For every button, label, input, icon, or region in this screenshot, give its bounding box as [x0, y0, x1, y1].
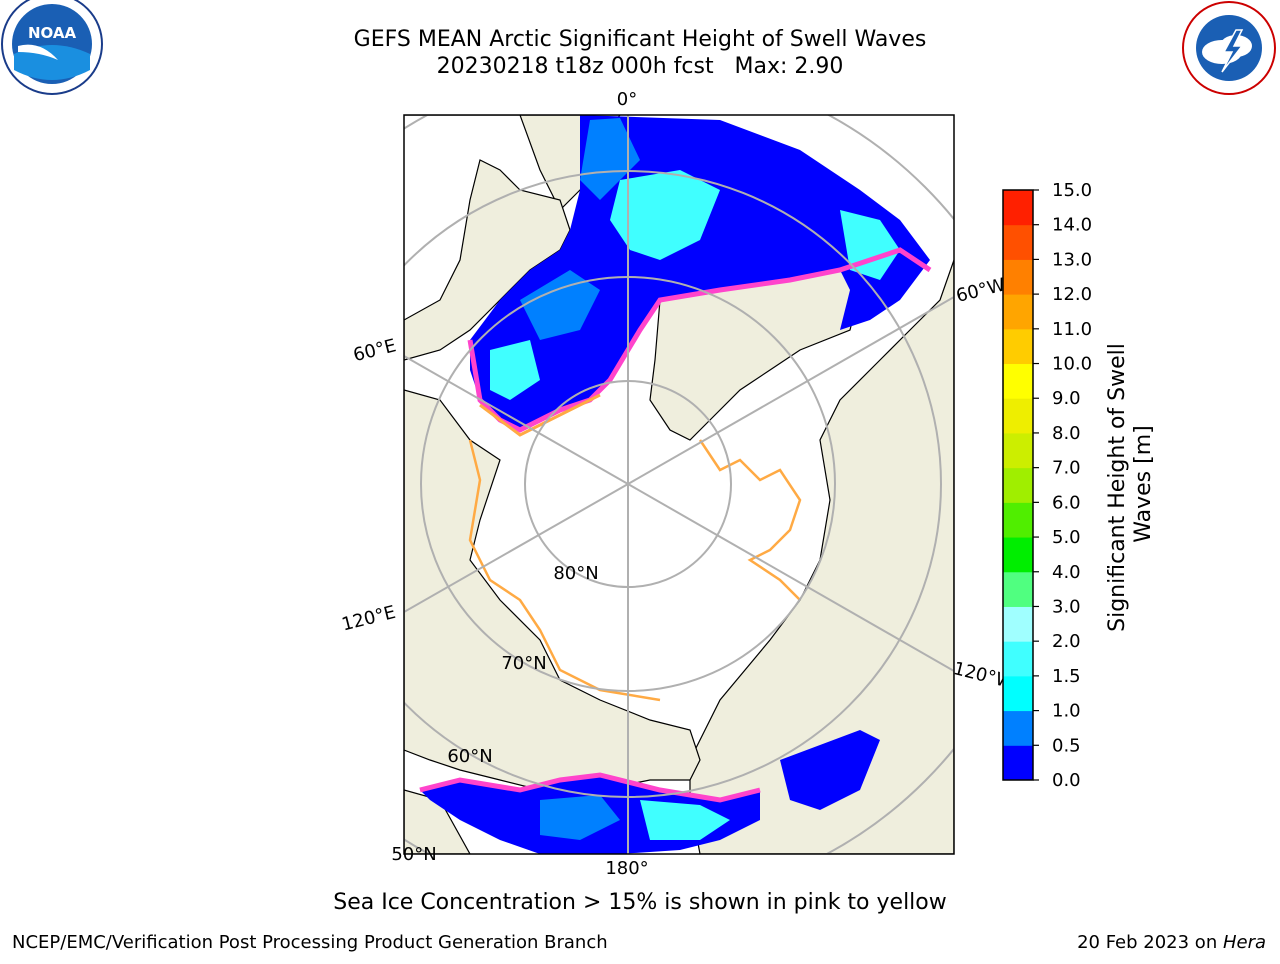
- colorbar: 0.0 0.5 1.0 1.5 2.0 3.0 4.0 5.0 6.0 7.0 8.0 9.0 10.0…: [1002, 180, 1092, 791]
- graticule: [404, 115, 954, 854]
- colorbar-tick-label: 15.0: [1052, 180, 1092, 201]
- noaa-logo-text: NOAA: [28, 24, 77, 42]
- colorbar-tick-label: 10.0: [1052, 354, 1092, 375]
- ocean-atlantic-mid: [580, 118, 640, 200]
- colorbar-tick-label: 2.0: [1052, 631, 1081, 652]
- land-eurasia-west: [404, 159, 571, 361]
- colorbar-segment: [1003, 571, 1033, 607]
- sea-ice-caption: Sea Ice Concentration > 15% is shown in …: [333, 890, 947, 915]
- lat-label-70n: 70°N: [501, 653, 546, 674]
- lon-label-0: 0°: [617, 89, 637, 110]
- colorbar-tick-label: 5.0: [1052, 527, 1081, 548]
- arctic-map: [404, 115, 954, 854]
- colorbar-segment: [1003, 363, 1033, 399]
- ocean-barents-mid: [520, 270, 600, 340]
- colorbar-tick-label: 11.0: [1052, 319, 1092, 340]
- colorbar-tick-label: 0.0: [1052, 770, 1081, 791]
- nws-logo: [1178, 0, 1280, 102]
- colorbar-tick-label: 7.0: [1052, 458, 1081, 479]
- map-title: GEFS MEAN Arctic Significant Height of S…: [353, 27, 927, 52]
- colorbar-tick-label: 14.0: [1052, 215, 1092, 236]
- colorbar-tick-label: 6.0: [1052, 492, 1081, 513]
- noaa-logo: NOAA: [0, 0, 104, 104]
- colorbar-segment: [1003, 745, 1033, 781]
- lat-label-60n: 60°N: [447, 746, 492, 767]
- colorbar-tick-label: 3.0: [1052, 596, 1081, 617]
- colorbar-tick-label: 1.5: [1052, 666, 1081, 687]
- colorbar-tick-label: 12.0: [1052, 284, 1092, 305]
- map-subtitle: 20230218 t18z 000h fcst Max: 2.90: [436, 54, 844, 79]
- ice-edge-pacific: [419, 772, 761, 803]
- colorbar-segment: [1003, 294, 1033, 330]
- map-frame: [403, 114, 955, 855]
- colorbar-segment: [1003, 328, 1033, 365]
- colorbar-segment: [1003, 259, 1033, 295]
- coastline-siberia-ice: [468, 439, 661, 702]
- footer-date: 20 Feb 2023 on Hera: [1077, 932, 1266, 953]
- lat-label-80n: 80°N: [553, 563, 598, 584]
- colorbar-tick-label: 8.0: [1052, 423, 1081, 444]
- colorbar-segment: [1003, 502, 1033, 538]
- coastline-archipelago: [698, 439, 802, 601]
- colorbar-tick-label: 9.0: [1052, 388, 1081, 409]
- colorbar-tick-label: 4.0: [1052, 562, 1081, 583]
- ice-edge-atlantic-orange: [479, 393, 601, 437]
- lat-label-50n: 50°N: [391, 844, 436, 865]
- colorbar-tick-label: 13.0: [1052, 249, 1092, 270]
- footer-host: Hera: [1222, 932, 1266, 953]
- colorbar-tick-label: 1.0: [1052, 701, 1081, 722]
- ocean-pacific-mid: [540, 795, 620, 840]
- ocean-norwegian-light: [490, 340, 540, 400]
- colorbar-tick-label: 0.5: [1052, 735, 1081, 756]
- colorbar-label: Significant Height of Swell Waves [m]: [1105, 336, 1156, 632]
- ocean-gulf-alaska: [780, 730, 880, 810]
- ocean-north-atlantic: [470, 115, 930, 430]
- colorbar-segment: [1003, 641, 1033, 677]
- lon-label-180: 180°: [605, 858, 648, 879]
- ocean-atlantic-light: [610, 170, 720, 260]
- colorbar-segment: [1003, 190, 1033, 226]
- colorbar-segment: [1003, 537, 1033, 573]
- colorbar-frame: [1002, 189, 1034, 781]
- ocean-pacific-light: [640, 800, 730, 840]
- colorbar-segment: [1003, 432, 1033, 469]
- colorbar-segment: [1003, 606, 1033, 642]
- colorbar-segment: [1003, 675, 1033, 712]
- colorbar-segment: [1003, 467, 1033, 503]
- colorbar-segment: [1003, 710, 1033, 746]
- colorbar-segment: [1003, 224, 1033, 260]
- lon-label-120e: 120°E: [340, 602, 398, 636]
- footer-branch-credit: NCEP/EMC/Verification Post Processing Pr…: [12, 932, 608, 953]
- lon-label-60w: 60°W: [954, 274, 1008, 306]
- lon-label-60e: 60°E: [351, 335, 398, 366]
- colorbar-segment: [1003, 398, 1033, 434]
